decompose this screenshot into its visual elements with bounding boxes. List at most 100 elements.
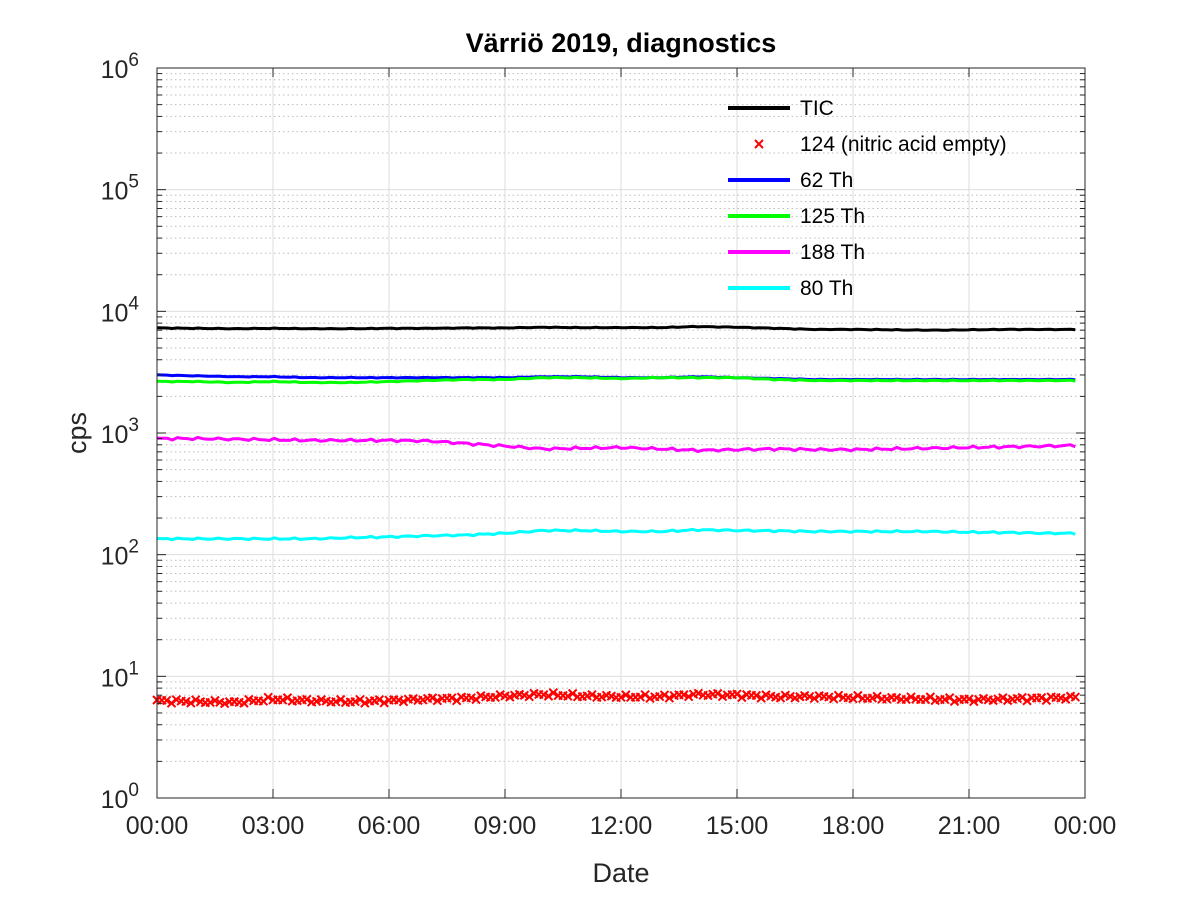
chart-title: Värriö 2019, diagnostics [466, 28, 777, 58]
y-tick-label: 101 [101, 658, 139, 692]
data-point-124 [872, 691, 882, 702]
data-point-124 [1022, 696, 1032, 706]
data-point-124 [350, 696, 360, 707]
data-point-124 [567, 688, 578, 699]
data-point-124 [848, 693, 858, 704]
y-tick-exponent: 2 [128, 537, 139, 558]
y-tick-base: 10 [101, 543, 129, 571]
data-point-124 [205, 697, 215, 708]
y-tick-exponent: 1 [128, 658, 139, 679]
data-point-124 [621, 690, 631, 700]
data-point-124 [379, 698, 389, 708]
data-point-124 [302, 694, 312, 705]
data-point-124 [398, 696, 409, 707]
y-tick-label: 103 [101, 415, 139, 449]
series-line-188-th [156, 435, 1076, 454]
legend-label: 124 (nitric acid empty) [800, 133, 1007, 156]
x-tick-label: 18:00 [822, 812, 885, 840]
series-line-tic [156, 324, 1076, 332]
data-point-124 [374, 695, 385, 705]
data-point-124 [1060, 694, 1071, 704]
data-point-124 [853, 690, 863, 701]
data-point-124 [490, 692, 501, 703]
legend-label: 80 Th [800, 277, 853, 300]
y-tick-exponent: 6 [128, 50, 139, 71]
series-line-125-th [156, 375, 1076, 385]
series-layer [152, 324, 1081, 709]
legend-label: 188 Th [800, 241, 865, 264]
legend-label: 125 Th [800, 205, 865, 228]
data-point-124 [524, 691, 534, 702]
data-point-124 [427, 693, 438, 703]
data-point-124 [616, 692, 626, 703]
x-tick-label: 21:00 [938, 812, 1001, 840]
data-point-124 [756, 693, 766, 703]
data-point-124 [1017, 692, 1027, 703]
legend-marker [754, 139, 764, 149]
data-point-124 [775, 693, 786, 703]
x-tick-label: 00:00 [126, 812, 189, 840]
x-axis-title: Date [592, 858, 649, 888]
data-point-124 [543, 691, 554, 701]
data-point-124 [712, 688, 723, 699]
data-point-124 [277, 695, 288, 705]
y-tick-label: 105 [101, 172, 139, 206]
y-axis-title: cps [62, 412, 92, 454]
y-tick-label: 104 [101, 293, 140, 327]
data-point-124 [587, 689, 597, 700]
y-tick-exponent: 5 [128, 172, 139, 193]
legend: TIC 124 (nitric acid empty) 62 Th 125 Th 188… [728, 97, 1007, 300]
data-point-124 [809, 693, 820, 704]
y-tick-base: 10 [101, 299, 129, 327]
data-point-124 [548, 688, 559, 698]
legend-label: TIC [800, 97, 834, 120]
data-point-124 [998, 693, 1008, 703]
y-tick-base: 10 [101, 178, 129, 206]
data-point-124 [664, 693, 675, 703]
y-tick-base: 10 [101, 786, 129, 814]
data-point-124 [901, 694, 911, 705]
y-tick-exponent: 3 [128, 415, 139, 436]
data-point-124 [737, 692, 747, 703]
data-point-124 [751, 690, 762, 701]
data-point-124 [635, 692, 646, 702]
y-tick-label: 102 [101, 537, 139, 571]
data-point-124 [683, 691, 694, 702]
data-point-124 [432, 696, 443, 706]
data-point-124 [1070, 692, 1081, 702]
x-tick-label: 06:00 [358, 812, 421, 840]
data-point-124 [920, 694, 931, 705]
data-point-124 [335, 694, 346, 705]
data-point-124 [190, 695, 201, 705]
data-point-124 [1036, 692, 1047, 703]
x-tick-label: 09:00 [474, 812, 537, 840]
data-point-124 [833, 690, 844, 700]
y-tick-base: 10 [101, 664, 129, 692]
data-point-124 [969, 696, 979, 707]
data-point-124 [659, 690, 670, 700]
data-point-124 [732, 689, 742, 699]
data-point-124 [331, 696, 341, 707]
series-line-80-th [156, 527, 1076, 542]
data-point-124 [263, 692, 273, 703]
data-point-124 [906, 692, 916, 702]
data-point-124 [360, 698, 370, 708]
x-tick-label: 03:00 [242, 812, 305, 840]
x-tick-label: 00:00 [1054, 812, 1117, 840]
y-tick-exponent: 4 [128, 293, 139, 314]
data-point-124 [563, 691, 573, 701]
y-tick-base: 10 [101, 421, 129, 449]
y-tick-label: 100 [101, 780, 139, 814]
x-tick-label: 12:00 [590, 812, 653, 840]
series-124-markers [152, 688, 1081, 709]
data-point-124 [964, 694, 974, 704]
x-tick-label: 15:00 [706, 812, 769, 840]
data-point-124 [186, 698, 196, 708]
data-point-124 [679, 690, 689, 700]
y-tick-base: 10 [101, 56, 129, 84]
y-tick-exponent: 0 [128, 780, 139, 801]
legend-label: 62 Th [800, 169, 853, 192]
data-point-124 [161, 695, 172, 706]
y-tick-label: 106 [101, 50, 139, 84]
